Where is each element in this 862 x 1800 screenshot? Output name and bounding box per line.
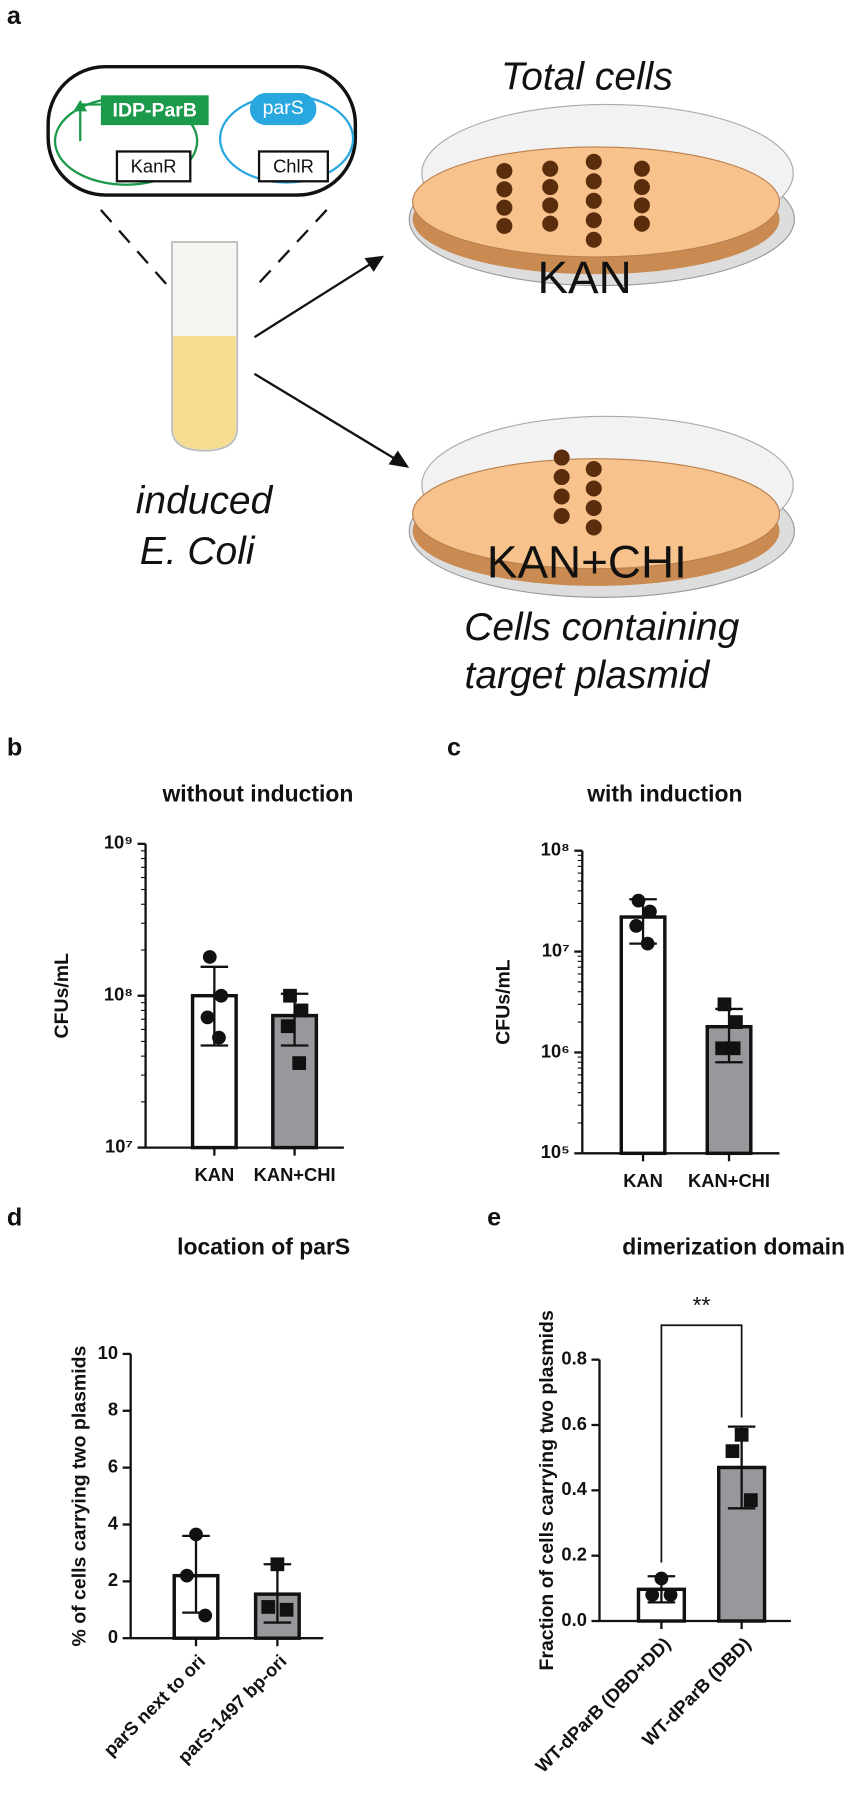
y-tick-label: 0.8 bbox=[561, 1348, 586, 1369]
panel-a-diagram: a IDP-ParB KanR parS ChlR bbox=[7, 2, 795, 697]
panel-label: a bbox=[7, 2, 22, 30]
site-label: parS bbox=[263, 97, 304, 119]
x-tick-label: KAN bbox=[623, 1170, 663, 1191]
data-point bbox=[270, 1557, 285, 1572]
panel-label: d bbox=[7, 1203, 22, 1231]
panel-label: e bbox=[487, 1203, 501, 1231]
panel-label: b bbox=[7, 733, 22, 761]
data-point bbox=[179, 1568, 194, 1583]
plate-top bbox=[408, 103, 795, 287]
data-point bbox=[283, 988, 297, 1003]
error-bar bbox=[200, 965, 229, 1047]
arrow bbox=[253, 372, 398, 461]
y-tick-label: 0.2 bbox=[561, 1544, 586, 1565]
plate-label: KAN+CHI bbox=[487, 535, 687, 587]
y-tick-label: 8 bbox=[108, 1399, 118, 1420]
bar bbox=[619, 915, 667, 1156]
tube-liquid bbox=[173, 336, 237, 450]
data-point bbox=[725, 1444, 740, 1459]
data-point bbox=[280, 1019, 295, 1034]
data-point bbox=[715, 1041, 730, 1056]
data-point bbox=[645, 1587, 660, 1602]
marker-box bbox=[115, 150, 192, 183]
caption: E. Coli bbox=[140, 530, 256, 573]
protein-box bbox=[100, 95, 209, 126]
y-tick-label: 2 bbox=[108, 1569, 118, 1590]
y-tick-label: 10⁸ bbox=[104, 984, 133, 1005]
data-point bbox=[212, 1030, 226, 1045]
y-tick-label: 0.4 bbox=[561, 1478, 587, 1499]
x-tick-label: KAN+CHI bbox=[688, 1170, 770, 1191]
colonies bbox=[496, 153, 650, 248]
promoter-head bbox=[73, 99, 88, 112]
marker-box bbox=[257, 150, 329, 183]
data-point bbox=[198, 1608, 213, 1623]
data-point bbox=[643, 904, 657, 919]
data-point bbox=[654, 1571, 669, 1586]
chart-title: without induction bbox=[161, 781, 353, 807]
data-point bbox=[717, 997, 732, 1012]
marker-label: KanR bbox=[131, 155, 177, 176]
data-point bbox=[726, 1041, 741, 1056]
plate-bottom bbox=[408, 415, 795, 598]
y-tick-label: 10⁸ bbox=[541, 839, 570, 860]
data-point bbox=[663, 1587, 678, 1602]
y-tick-label: 4 bbox=[108, 1512, 119, 1533]
plate-label: KAN bbox=[537, 251, 631, 303]
data-point bbox=[279, 1602, 294, 1617]
chart-title: dimerization domain bbox=[622, 1234, 845, 1260]
data-point bbox=[202, 950, 217, 964]
y-axis-label: CFUs/mL bbox=[493, 959, 515, 1045]
data-point bbox=[294, 1003, 309, 1018]
data-point bbox=[200, 1010, 215, 1025]
y-tick-label: 10 bbox=[98, 1342, 118, 1363]
x-tick-label: KAN+CHI bbox=[254, 1164, 336, 1185]
data-point bbox=[629, 918, 644, 933]
data-point bbox=[734, 1427, 749, 1442]
data-point bbox=[640, 936, 655, 951]
y-tick-label: 10⁹ bbox=[104, 832, 133, 853]
y-tick-label: 10⁷ bbox=[105, 1135, 133, 1156]
caption: Cells containing bbox=[464, 606, 739, 649]
arrow-head bbox=[364, 255, 385, 272]
data-point bbox=[743, 1493, 758, 1508]
chart-title: with induction bbox=[586, 781, 742, 807]
caption: induced bbox=[136, 480, 274, 523]
arrow-head bbox=[388, 450, 410, 468]
y-tick-label: 6 bbox=[108, 1455, 118, 1476]
y-axis-label: CFUs/mL bbox=[51, 953, 73, 1039]
marker-label: ChlR bbox=[273, 155, 314, 176]
y-tick-label: 0.6 bbox=[561, 1413, 586, 1434]
y-axis-label: % of cells carrying two plasmids bbox=[68, 1346, 90, 1647]
data-point bbox=[189, 1527, 203, 1542]
caption: target plasmid bbox=[465, 654, 711, 697]
significance-label: ** bbox=[693, 1292, 711, 1318]
data-point bbox=[729, 1015, 743, 1029]
y-tick-label: 10⁵ bbox=[541, 1141, 570, 1162]
significance-bracket bbox=[660, 1324, 743, 1563]
y-tick-label: 10⁶ bbox=[541, 1040, 570, 1061]
protein-label: IDP-ParB bbox=[113, 100, 197, 122]
zoom-line bbox=[100, 209, 171, 289]
data-point bbox=[292, 1056, 307, 1070]
data-point bbox=[631, 893, 646, 908]
panel-label: c bbox=[447, 733, 461, 761]
y-tick-label: 10⁷ bbox=[542, 939, 570, 960]
colonies bbox=[553, 449, 602, 536]
caption: Total cells bbox=[501, 56, 673, 99]
y-tick-label: 0 bbox=[108, 1626, 118, 1647]
site-box bbox=[249, 93, 317, 126]
y-axis-label: Fraction of cells carrying two plasmids bbox=[536, 1310, 558, 1670]
data-point bbox=[214, 988, 229, 1003]
y-tick-label: 0.0 bbox=[561, 1609, 586, 1630]
data-point bbox=[261, 1600, 276, 1614]
arrow bbox=[253, 261, 374, 339]
x-tick-label: KAN bbox=[194, 1164, 234, 1185]
zoom-line bbox=[253, 209, 328, 289]
chart-title: location of parS bbox=[177, 1234, 350, 1260]
